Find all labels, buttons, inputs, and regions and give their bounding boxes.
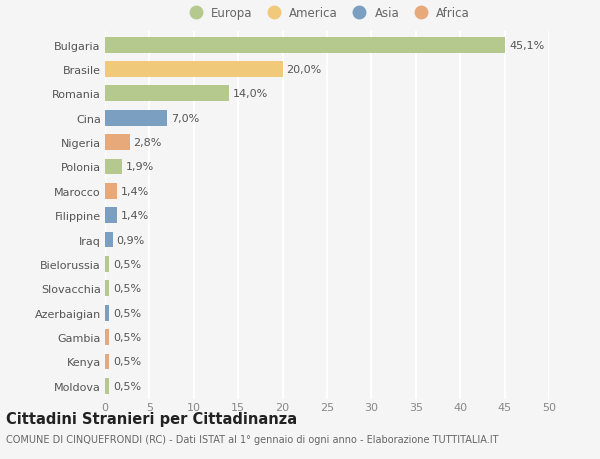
- Bar: [105, 38, 505, 53]
- Bar: [105, 111, 167, 126]
- Text: 0,5%: 0,5%: [113, 259, 141, 269]
- Text: 0,9%: 0,9%: [116, 235, 145, 245]
- Bar: [105, 305, 109, 321]
- Text: 1,4%: 1,4%: [121, 211, 149, 221]
- Text: 0,5%: 0,5%: [113, 308, 141, 318]
- Bar: [105, 86, 229, 102]
- Text: 1,9%: 1,9%: [125, 162, 154, 172]
- Bar: [105, 354, 109, 369]
- Text: 14,0%: 14,0%: [233, 89, 268, 99]
- Text: Cittadini Stranieri per Cittadinanza: Cittadini Stranieri per Cittadinanza: [6, 411, 297, 426]
- Text: 7,0%: 7,0%: [171, 113, 199, 123]
- Text: 0,5%: 0,5%: [113, 332, 141, 342]
- Text: COMUNE DI CINQUEFRONDI (RC) - Dati ISTAT al 1° gennaio di ogni anno - Elaborazio: COMUNE DI CINQUEFRONDI (RC) - Dati ISTAT…: [6, 434, 499, 444]
- Bar: [105, 184, 118, 199]
- Text: 20,0%: 20,0%: [286, 65, 322, 75]
- Bar: [105, 330, 109, 345]
- Text: 2,8%: 2,8%: [133, 138, 162, 148]
- Text: 0,5%: 0,5%: [113, 381, 141, 391]
- Bar: [105, 135, 130, 151]
- Text: 0,5%: 0,5%: [113, 284, 141, 294]
- Legend: Europa, America, Asia, Africa: Europa, America, Asia, Africa: [182, 5, 472, 22]
- Bar: [105, 257, 109, 272]
- Bar: [105, 208, 118, 224]
- Bar: [105, 378, 109, 394]
- Text: 1,4%: 1,4%: [121, 186, 149, 196]
- Text: 0,5%: 0,5%: [113, 357, 141, 367]
- Bar: [105, 62, 283, 78]
- Bar: [105, 232, 113, 248]
- Bar: [105, 159, 122, 175]
- Text: 45,1%: 45,1%: [509, 40, 544, 50]
- Bar: [105, 281, 109, 297]
